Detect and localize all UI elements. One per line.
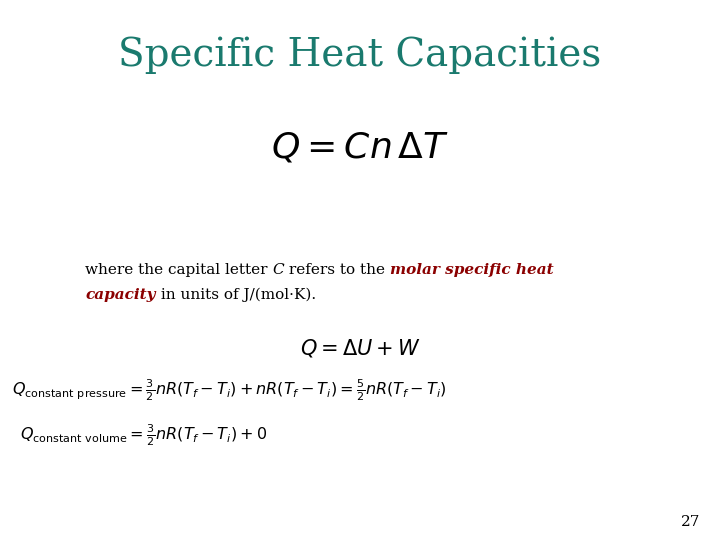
Text: $Q_{\mathsf{constant\ volume}} = \frac{3}{2}nR(T_f - T_i) + 0$: $Q_{\mathsf{constant\ volume}} = \frac{3… <box>20 422 267 448</box>
Text: molar specific heat: molar specific heat <box>390 263 554 277</box>
Text: Specific Heat Capacities: Specific Heat Capacities <box>118 36 602 74</box>
Text: $Q_{\mathsf{constant\ pressure}} = \frac{3}{2}nR(T_f - T_i) + nR(T_f - T_i) = \f: $Q_{\mathsf{constant\ pressure}} = \frac… <box>12 377 446 403</box>
Text: C: C <box>272 263 284 277</box>
Text: in units of J/(mol·K).: in units of J/(mol·K). <box>156 288 315 302</box>
Text: refers to the: refers to the <box>284 263 390 277</box>
Text: $Q = Cn\,\Delta T$: $Q = Cn\,\Delta T$ <box>271 131 449 165</box>
Text: 27: 27 <box>680 515 700 529</box>
Text: $Q = \Delta U + W$: $Q = \Delta U + W$ <box>300 337 420 359</box>
Text: where the capital letter: where the capital letter <box>85 263 272 277</box>
Text: capacity: capacity <box>85 288 156 302</box>
